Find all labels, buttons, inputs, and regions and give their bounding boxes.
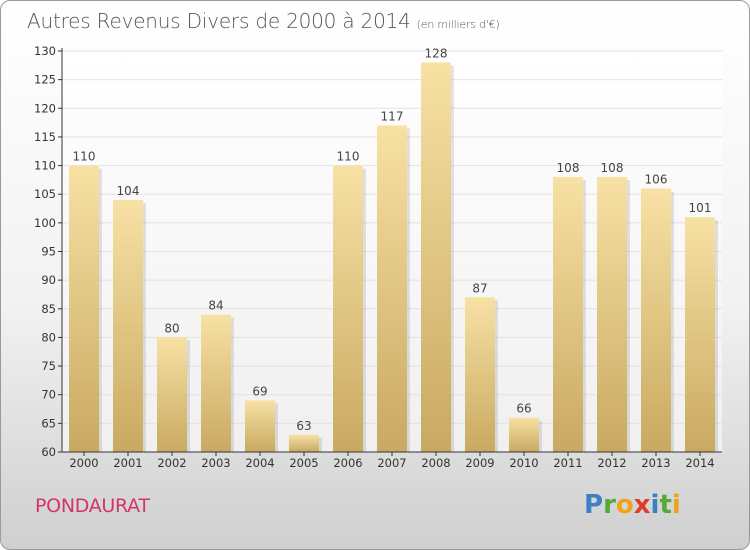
x-tick-label: 2010 (509, 456, 538, 470)
logo-letter: o (615, 490, 634, 520)
bar (69, 165, 99, 453)
x-tick-label: 2000 (69, 456, 98, 470)
y-tick-label: 80 (41, 330, 56, 344)
data-label: 69 (252, 384, 267, 398)
y-tick-label: 90 (41, 273, 56, 287)
bar (685, 217, 715, 452)
logo-letter: P (584, 490, 604, 520)
logo-letter: t (659, 490, 672, 520)
y-tick-label: 70 (41, 388, 56, 402)
data-label: 110 (337, 150, 360, 164)
place-name: PONDAURAT (35, 495, 150, 517)
x-tick-label: 2003 (201, 456, 230, 470)
x-tick-label: 2013 (641, 456, 670, 470)
data-label: 66 (516, 402, 531, 416)
chart-title-text: Autres Revenus Divers de 2000 à 2014 (27, 9, 411, 33)
y-tick-label: 85 (41, 302, 56, 316)
labels: 60 65 70 75 80 85 90 95 100 105 110 115 120 125 130 110… (34, 44, 715, 470)
y-tick-label: 75 (41, 359, 56, 373)
chart-unit: (en milliers d'€) (416, 18, 500, 31)
bar (597, 177, 627, 452)
axes (58, 48, 722, 456)
x-tick-label: 2014 (685, 456, 714, 470)
bar (245, 400, 275, 452)
x-tick-label: 2004 (245, 456, 274, 470)
y-tick-label: 100 (34, 216, 56, 230)
data-label: 104 (117, 184, 140, 198)
x-tick-label: 2009 (465, 456, 494, 470)
bar (553, 177, 583, 452)
x-tick-label: 2002 (157, 456, 186, 470)
y-tick-label: 105 (34, 187, 56, 201)
y-tick-label: 125 (34, 73, 56, 87)
x-tick-label: 2005 (289, 456, 318, 470)
logo-letter: x (633, 490, 651, 520)
logo-letter: r (603, 490, 616, 520)
bar (641, 188, 671, 452)
bar (201, 314, 231, 452)
bar (157, 337, 187, 452)
x-tick-label: 2008 (421, 456, 450, 470)
y-tick-label: 115 (34, 130, 56, 144)
x-tick-label: 2006 (333, 456, 362, 470)
proxiti-logo: Proxiti (584, 490, 681, 520)
y-tick-label: 110 (34, 159, 56, 173)
y-tick-label: 95 (41, 245, 56, 259)
bar (289, 434, 319, 452)
x-tick-label: 2011 (553, 456, 582, 470)
bars (69, 62, 718, 453)
chart-title: Autres Revenus Divers de 2000 à 2014 (en … (27, 9, 500, 33)
logo-letter: i (671, 490, 681, 520)
bar (333, 165, 363, 453)
data-label: 117 (381, 109, 404, 123)
bar (113, 199, 143, 452)
data-label: 84 (208, 299, 223, 313)
data-label: 80 (164, 321, 179, 335)
x-tick-label: 2001 (113, 456, 142, 470)
data-label: 108 (601, 161, 624, 175)
data-label: 110 (73, 150, 96, 164)
y-tick-label: 130 (34, 44, 56, 58)
x-tick-label: 2012 (597, 456, 626, 470)
data-label: 128 (425, 46, 448, 60)
x-tick-label: 2007 (377, 456, 406, 470)
data-label: 106 (645, 172, 668, 186)
data-label: 63 (296, 419, 311, 433)
y-tick-label: 120 (34, 101, 56, 115)
data-label: 87 (472, 281, 487, 295)
bar (465, 297, 495, 452)
y-tick-label: 65 (41, 416, 56, 430)
data-label: 108 (557, 161, 580, 175)
bar (509, 417, 539, 452)
data-label: 101 (689, 201, 712, 215)
bar (421, 62, 451, 452)
bar (377, 125, 407, 452)
logo-letter: i (650, 490, 660, 520)
y-tick-label: 60 (41, 445, 56, 459)
